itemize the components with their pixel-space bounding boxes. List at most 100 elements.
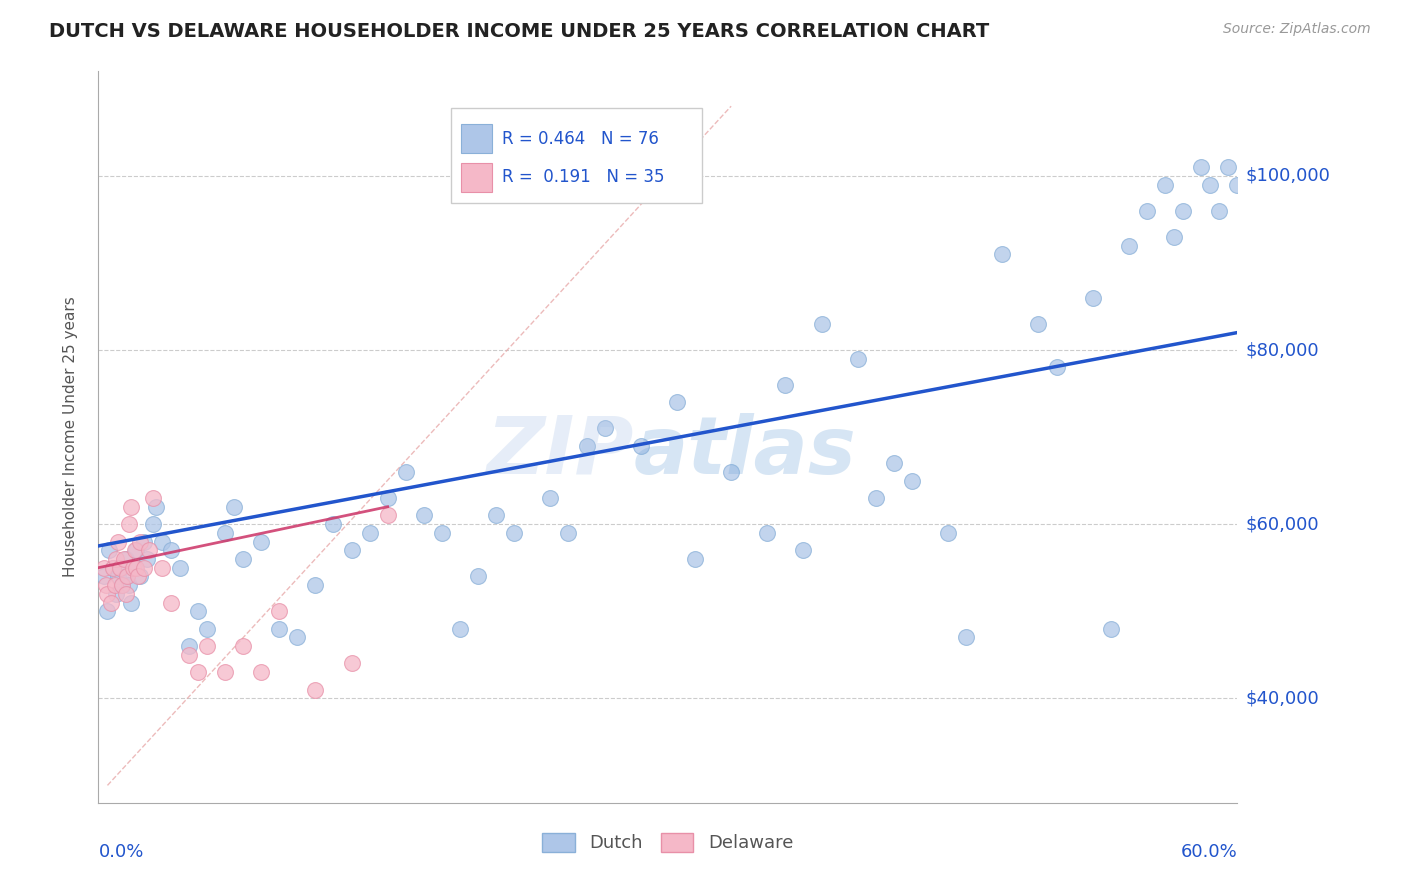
Point <box>449 622 471 636</box>
Point <box>112 552 135 566</box>
Point <box>1226 178 1249 192</box>
Point <box>93 569 115 583</box>
Point <box>430 525 453 540</box>
Point <box>150 560 173 574</box>
Point <box>222 500 245 514</box>
Point <box>105 587 128 601</box>
Point <box>114 587 136 601</box>
Point <box>145 500 167 514</box>
Point <box>865 491 887 505</box>
Point <box>250 665 273 680</box>
Point <box>117 569 139 583</box>
Y-axis label: Householder Income Under 25 years: Householder Income Under 25 years <box>63 297 77 577</box>
Point <box>1171 203 1194 218</box>
Point <box>111 578 134 592</box>
Point <box>810 317 832 331</box>
FancyBboxPatch shape <box>451 108 702 203</box>
Point <box>187 665 209 680</box>
Point <box>1136 203 1159 218</box>
Point <box>125 543 148 558</box>
Point <box>340 657 363 671</box>
Bar <box>461 163 492 192</box>
Point <box>129 534 152 549</box>
Point <box>485 508 508 523</box>
Point <box>377 491 399 505</box>
Point <box>114 552 136 566</box>
Point <box>150 534 173 549</box>
Legend: Dutch, Delaware: Dutch, Delaware <box>536 826 800 860</box>
Text: atlas: atlas <box>634 413 856 491</box>
Point <box>124 543 146 558</box>
Text: 60.0%: 60.0% <box>1181 843 1237 861</box>
Point <box>132 534 155 549</box>
Point <box>232 639 254 653</box>
Point <box>575 439 598 453</box>
Point <box>125 560 148 574</box>
Text: Source: ZipAtlas.com: Source: ZipAtlas.com <box>1223 22 1371 37</box>
Point <box>104 578 127 592</box>
Point <box>846 351 869 366</box>
Point <box>1045 360 1067 375</box>
Point <box>169 560 191 574</box>
Point <box>557 525 579 540</box>
Point <box>127 569 149 583</box>
Point <box>720 465 742 479</box>
Text: $100,000: $100,000 <box>1246 167 1330 185</box>
Point <box>593 421 616 435</box>
Text: R =  0.191   N = 35: R = 0.191 N = 35 <box>502 169 664 186</box>
Point <box>136 552 159 566</box>
Point <box>775 377 797 392</box>
Point <box>269 622 291 636</box>
Point <box>101 560 124 574</box>
Point <box>214 665 236 680</box>
Point <box>1199 178 1222 192</box>
Point <box>1118 238 1140 252</box>
Point <box>665 395 688 409</box>
Point <box>121 560 143 574</box>
Point <box>159 595 181 609</box>
Point <box>120 595 142 609</box>
Point <box>214 525 236 540</box>
Point <box>1208 203 1230 218</box>
Text: $40,000: $40,000 <box>1246 690 1319 707</box>
Text: 0.0%: 0.0% <box>98 843 143 861</box>
Point <box>322 517 344 532</box>
Point <box>107 569 129 583</box>
Point <box>232 552 254 566</box>
Point <box>285 631 308 645</box>
Point <box>792 543 814 558</box>
Point <box>120 500 142 514</box>
Point <box>756 525 779 540</box>
Point <box>187 604 209 618</box>
Point <box>129 569 152 583</box>
Point <box>195 639 218 653</box>
Point <box>96 587 118 601</box>
Text: $60,000: $60,000 <box>1246 516 1319 533</box>
Point <box>177 648 200 662</box>
Point <box>195 622 218 636</box>
Point <box>304 682 326 697</box>
Point <box>901 474 924 488</box>
Point <box>108 560 131 574</box>
Point <box>955 631 977 645</box>
Point <box>1218 160 1240 174</box>
Point <box>98 543 121 558</box>
Point <box>1189 160 1212 174</box>
Point <box>683 552 706 566</box>
Point <box>107 534 129 549</box>
Point <box>1163 229 1185 244</box>
Point <box>883 456 905 470</box>
Point <box>250 534 273 549</box>
Point <box>94 578 117 592</box>
Point <box>991 247 1014 261</box>
Point <box>96 604 118 618</box>
Point <box>340 543 363 558</box>
Point <box>936 525 959 540</box>
Point <box>108 560 131 574</box>
Point <box>105 552 128 566</box>
Point <box>467 569 489 583</box>
Point <box>100 595 122 609</box>
Point <box>304 578 326 592</box>
Text: $80,000: $80,000 <box>1246 341 1319 359</box>
Text: DUTCH VS DELAWARE HOUSEHOLDER INCOME UNDER 25 YEARS CORRELATION CHART: DUTCH VS DELAWARE HOUSEHOLDER INCOME UND… <box>49 22 990 41</box>
